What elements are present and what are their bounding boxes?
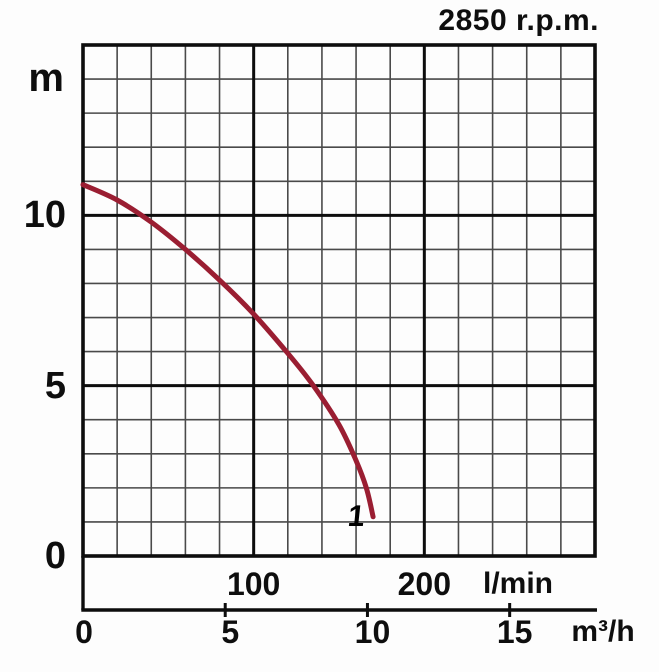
y-axis-tick-5: 5 xyxy=(44,364,66,407)
y-axis-tick-10: 10 xyxy=(23,194,66,237)
m3h-axis-tick-5: 5 xyxy=(221,614,240,650)
grid-major-lines xyxy=(83,45,595,556)
grid-minor-lines xyxy=(83,45,595,556)
m3h-axis-unit-label: m³/h xyxy=(571,615,635,648)
y-axis-unit-label: m xyxy=(28,56,64,101)
lmin-axis-unit-label: l/min xyxy=(482,567,554,600)
plot-border xyxy=(81,43,597,558)
lmin-axis-tick-200: 200 xyxy=(397,566,452,602)
head-capacity-curve xyxy=(80,182,376,520)
m3h-axis-tick-10: 10 xyxy=(354,614,391,650)
m3h-axis-tick-0: 0 xyxy=(75,614,93,650)
lmin-axis-tick-100: 100 xyxy=(226,566,281,602)
rpm-title: 2850 r.p.m. xyxy=(438,4,599,37)
y-axis-tick-0: 0 xyxy=(44,535,66,577)
m3h-axis-ticks xyxy=(223,603,512,617)
m3h-axis-tick-15: 15 xyxy=(496,614,533,650)
